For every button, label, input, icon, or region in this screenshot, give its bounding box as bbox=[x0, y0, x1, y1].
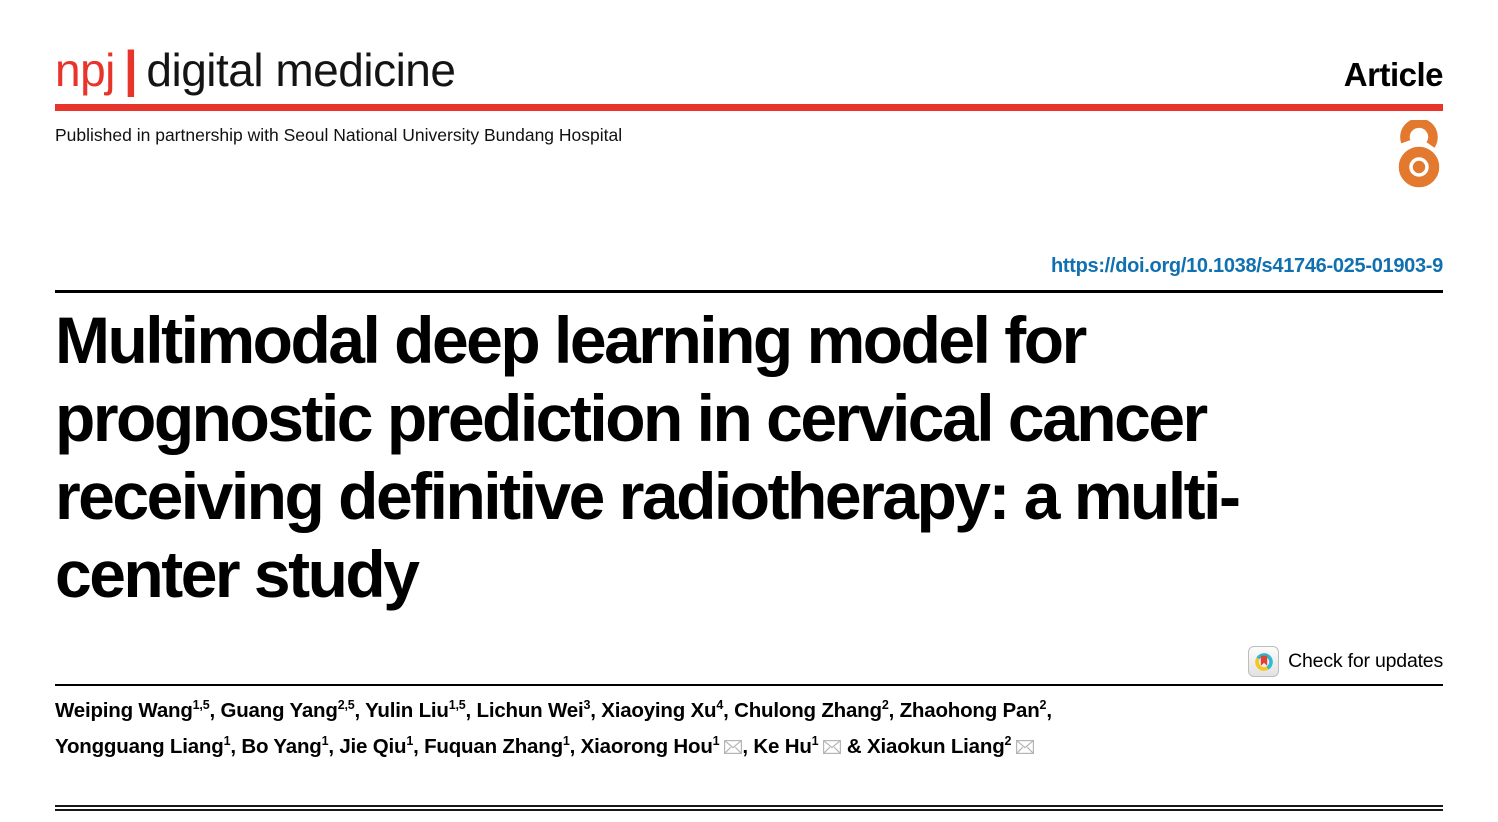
doi-row: https://doi.org/10.1038/s41746-025-01903… bbox=[55, 255, 1443, 278]
black-divider-rule bbox=[55, 290, 1443, 293]
article-title: Multimodal deep learning model for progn… bbox=[55, 301, 1443, 613]
author-affiliation-superscript: 4 bbox=[716, 698, 724, 713]
author-name: Bo Yang bbox=[241, 735, 322, 758]
author-name: Xiaorong Hou bbox=[580, 735, 713, 758]
title-line: center study bbox=[55, 537, 420, 611]
envelope-icon[interactable] bbox=[1016, 740, 1035, 755]
author-name: Guang Yang bbox=[220, 699, 338, 722]
author-name: Xiaoying Xu bbox=[601, 699, 717, 722]
author-affiliation-superscript: 1 bbox=[223, 734, 231, 749]
author-name: Weiping Wang bbox=[55, 699, 193, 722]
author-name: Yongguang Liang bbox=[55, 735, 224, 758]
author-affiliation-superscript: 2 bbox=[881, 698, 889, 713]
bottom-double-rule bbox=[55, 805, 1443, 811]
author-affiliation-superscript: 1 bbox=[562, 734, 570, 749]
author-affiliation-superscript: 1 bbox=[712, 734, 720, 749]
title-line: receiving definitive radiotherapy: a mul… bbox=[55, 459, 1241, 533]
author-name: Fuquan Zhang bbox=[424, 735, 563, 758]
author-line-2: Yongguang Liang1, Bo Yang1, Jie Qiu1, Fu… bbox=[55, 729, 1443, 765]
partnership-note: Published in partnership with Seoul Nati… bbox=[55, 125, 623, 145]
envelope-icon[interactable] bbox=[724, 740, 743, 755]
author-name: Jie Qiu bbox=[339, 735, 407, 758]
partnership-row: Published in partnership with Seoul Nati… bbox=[55, 111, 1443, 195]
envelope-icon[interactable] bbox=[823, 740, 842, 755]
author-affiliation-superscript: 1,5 bbox=[448, 698, 466, 713]
journal-name: digital medicine bbox=[146, 44, 456, 96]
journal-masthead: npj | digital medicine Article bbox=[55, 0, 1444, 98]
check-for-updates-row: Check for updates bbox=[55, 646, 1443, 677]
author-name: Zhaohong Pan bbox=[899, 699, 1040, 722]
author-name: Lichun Wei bbox=[476, 699, 584, 722]
doi-link[interactable]: https://doi.org/10.1038/s41746-025-01903… bbox=[1050, 255, 1443, 277]
author-list: Weiping Wang1,5, Guang Yang2,5, Yulin Li… bbox=[55, 693, 1443, 765]
title-line: prognostic prediction in cervical cancer bbox=[55, 381, 1208, 455]
author-affiliation-superscript: 1 bbox=[321, 734, 329, 749]
author-name: Yulin Liu bbox=[365, 699, 449, 722]
author-affiliation-superscript: 1 bbox=[811, 734, 819, 749]
author-affiliation-superscript: 3 bbox=[583, 698, 591, 713]
crossmark-icon[interactable] bbox=[1248, 646, 1280, 677]
author-name: Xiaokun Liang bbox=[867, 735, 1005, 758]
check-for-updates-label[interactable]: Check for updates bbox=[1288, 650, 1443, 672]
open-access-lock-icon bbox=[1397, 118, 1443, 195]
logo-divider-bar: | bbox=[123, 41, 138, 97]
thin-divider-rule bbox=[55, 684, 1443, 686]
journal-brand: npj bbox=[55, 44, 115, 96]
author-affiliation-superscript: 1,5 bbox=[192, 698, 210, 713]
red-divider-rule bbox=[55, 104, 1443, 111]
author-affiliation-superscript: 2 bbox=[1004, 734, 1012, 749]
author-line-1: Weiping Wang1,5, Guang Yang2,5, Yulin Li… bbox=[55, 698, 1052, 722]
author-name: Chulong Zhang bbox=[734, 699, 882, 722]
title-line: Multimodal deep learning model for bbox=[55, 303, 1087, 377]
journal-logo: npj | digital medicine bbox=[55, 40, 456, 98]
author-affiliation-superscript: 2,5 bbox=[337, 698, 355, 713]
author-name: Ke Hu bbox=[753, 735, 812, 758]
article-type-label: Article bbox=[1343, 56, 1444, 93]
author-affiliation-superscript: 1 bbox=[406, 734, 414, 749]
author-affiliation-superscript: 2 bbox=[1039, 698, 1047, 713]
